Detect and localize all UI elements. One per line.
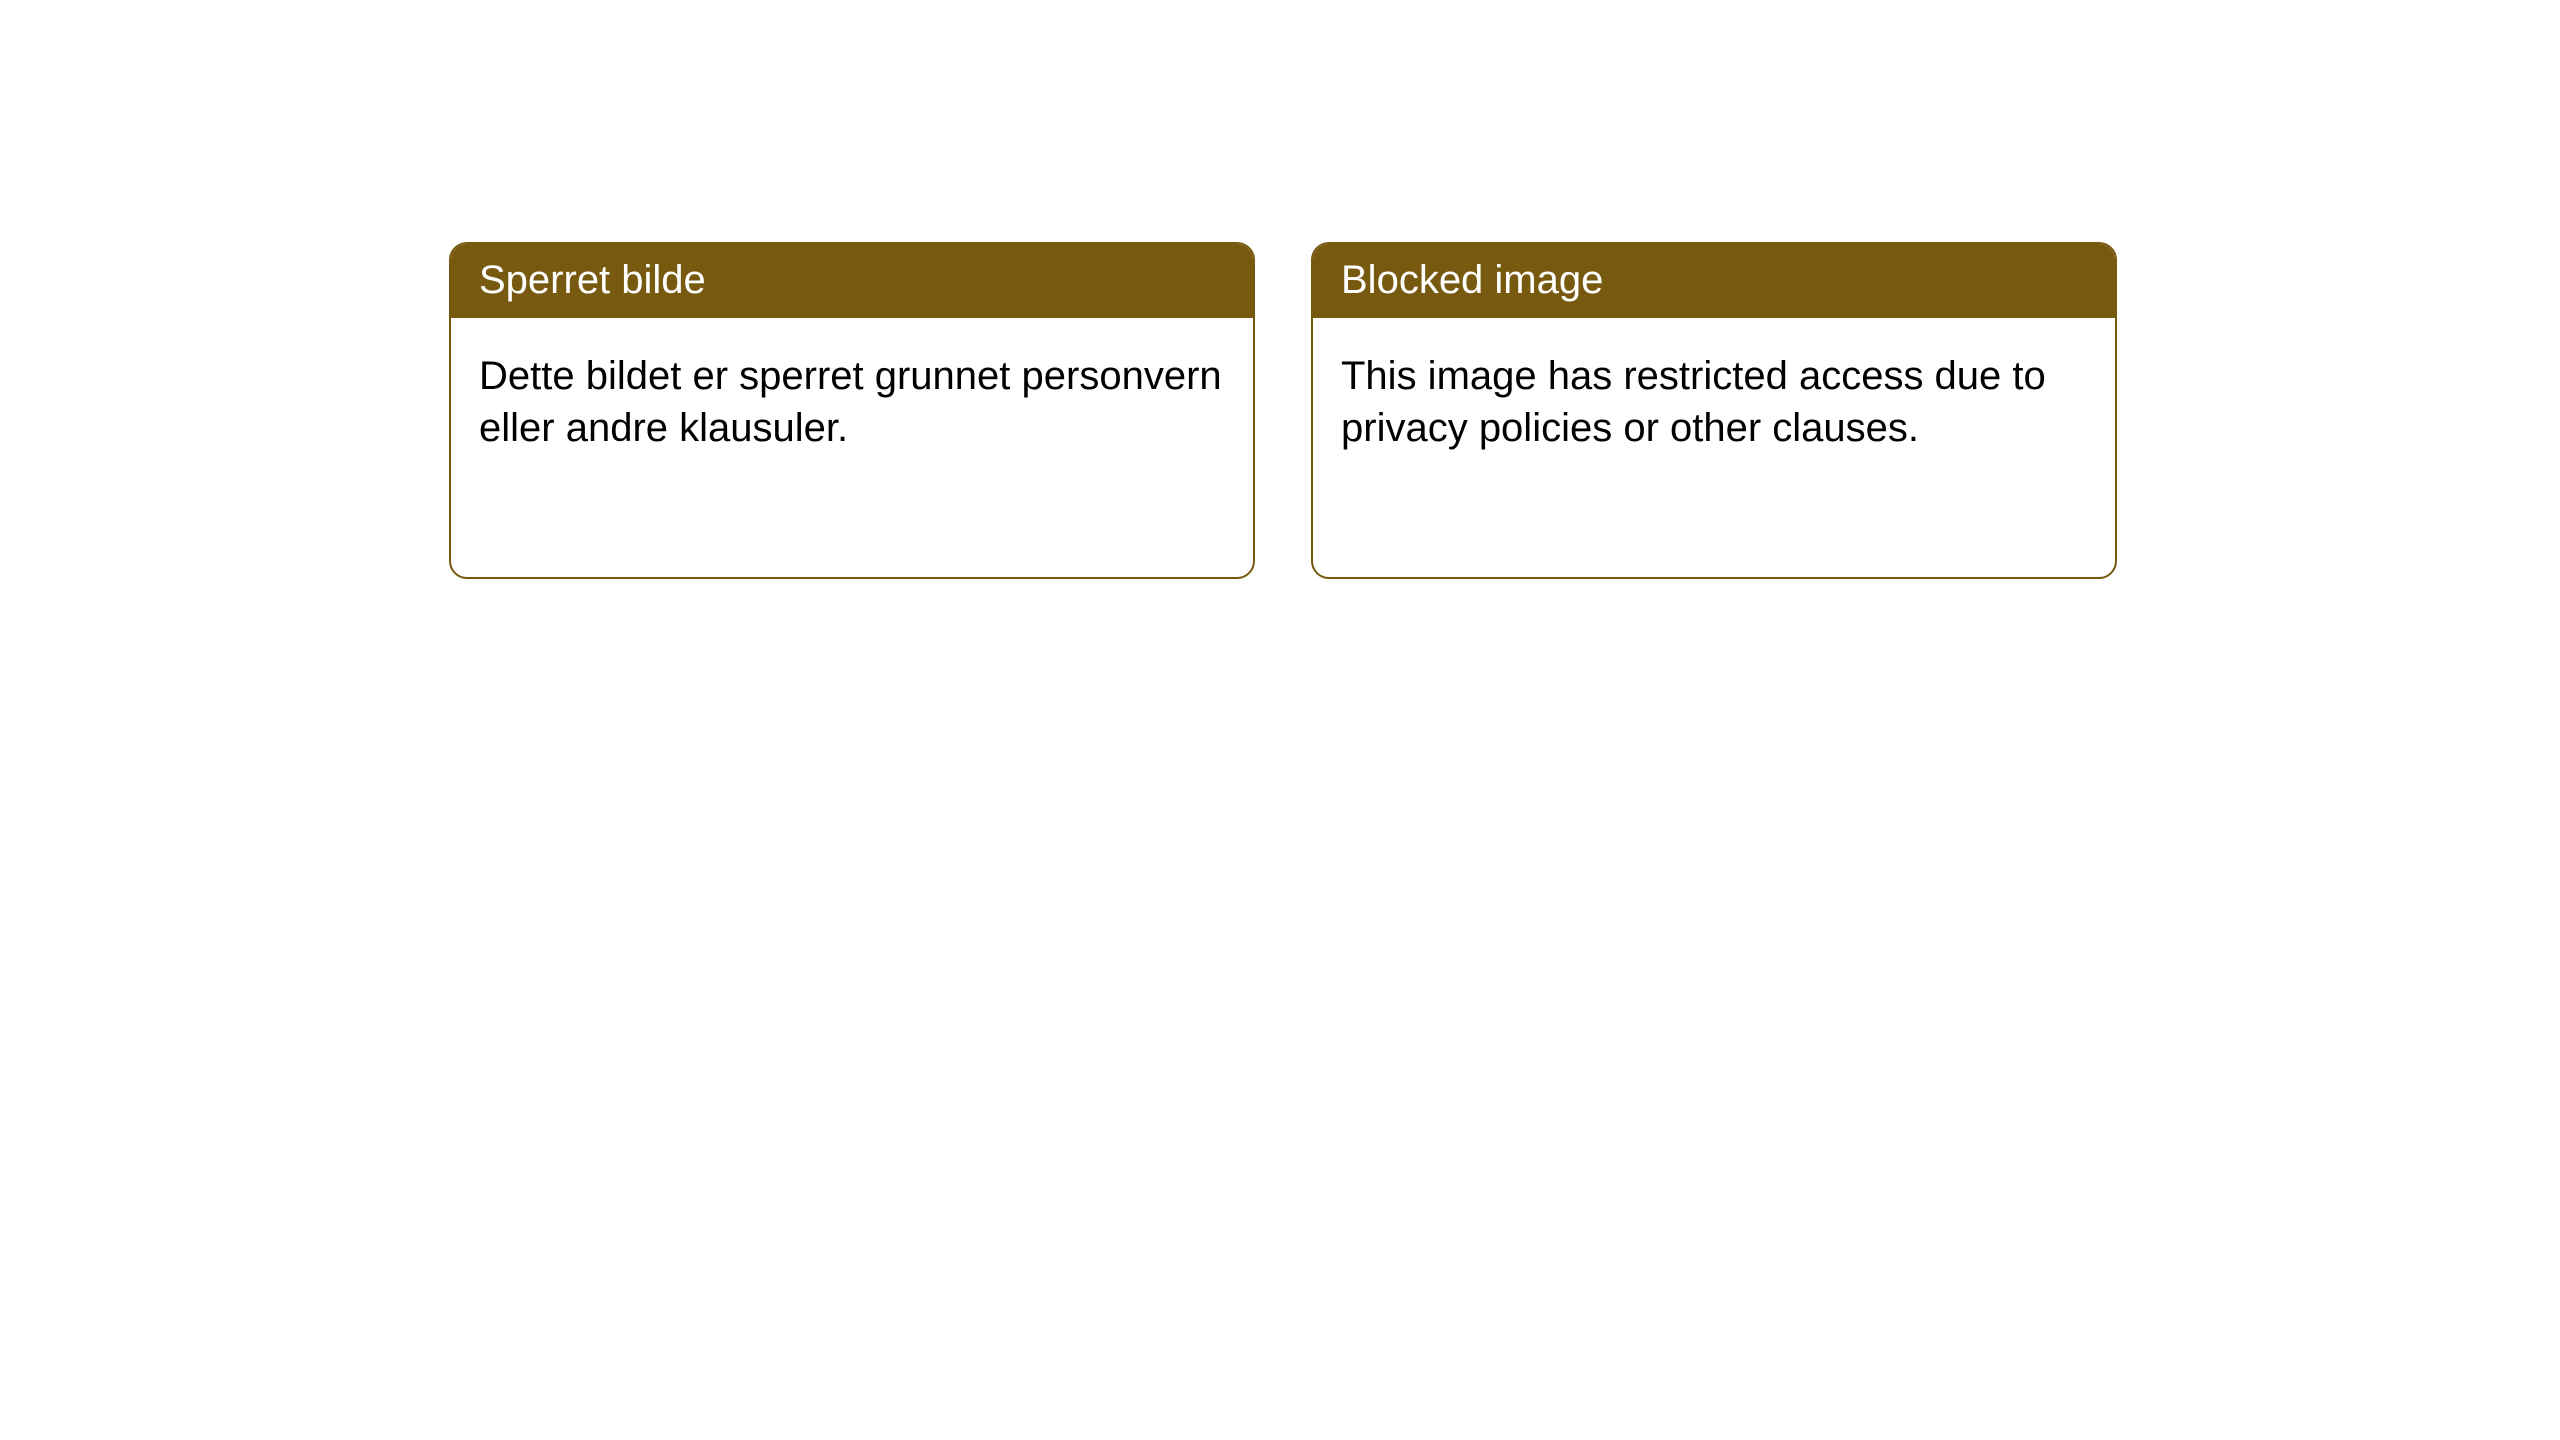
card-header: Sperret bilde — [451, 244, 1253, 318]
blocked-image-card-no: Sperret bilde Dette bildet er sperret gr… — [449, 242, 1255, 579]
blocked-image-card-en: Blocked image This image has restricted … — [1311, 242, 2117, 579]
card-body: This image has restricted access due to … — [1313, 318, 2115, 486]
card-header: Blocked image — [1313, 244, 2115, 318]
cards-container: Sperret bilde Dette bildet er sperret gr… — [0, 0, 2560, 579]
card-body: Dette bildet er sperret grunnet personve… — [451, 318, 1253, 486]
